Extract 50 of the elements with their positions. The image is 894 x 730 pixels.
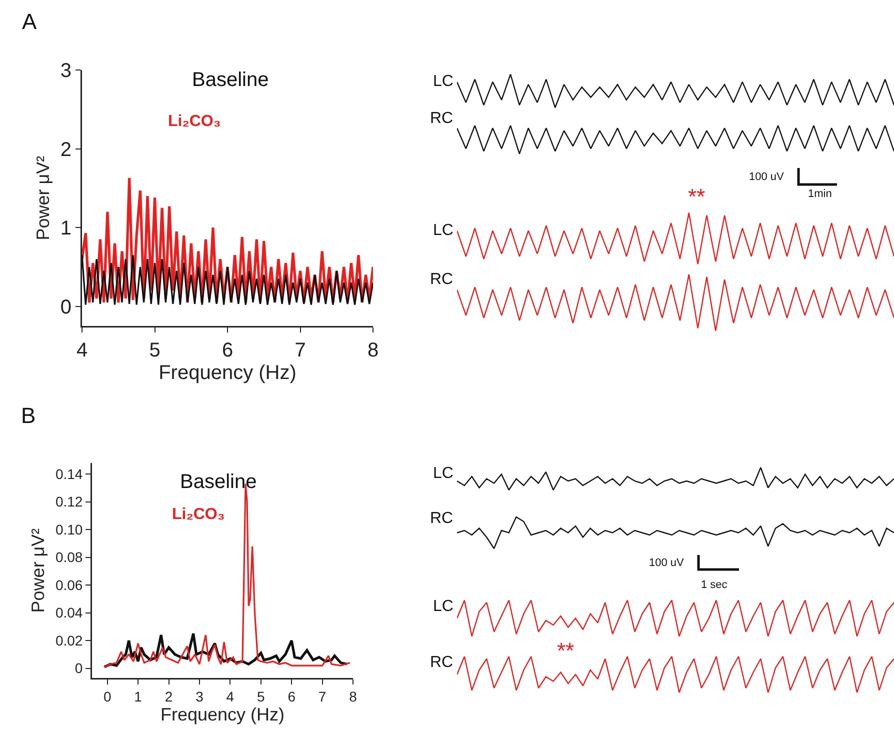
y-tick-label: 0.06 (55, 576, 83, 593)
y-tick-label: 0.12 (55, 494, 83, 510)
x-tick-label: 7 (294, 340, 306, 362)
x-tick-label: 1 (134, 688, 142, 704)
series-label: LC (433, 73, 454, 90)
annotation: ** (688, 184, 706, 209)
annotation: 1min (808, 188, 832, 200)
x-tick-label: 8 (367, 340, 379, 362)
x-tick-label: 6 (288, 688, 296, 704)
text: A (22, 9, 37, 34)
y-tick-label: 3 (60, 60, 72, 82)
y-axis-title: Power μV² (32, 156, 53, 240)
y-tick-label: 0 (74, 660, 83, 676)
y-tick-label: 0.14 (55, 466, 83, 482)
text: Li₂CO₃ (168, 113, 221, 130)
annotation: ** (557, 638, 575, 663)
x-tick-label: 4 (226, 688, 234, 704)
text: B (21, 403, 36, 428)
y-tick-label: 2 (60, 138, 72, 161)
x-tick-label: 4 (76, 340, 88, 362)
y-tick-label: 0.10 (55, 521, 83, 538)
series-label: RC (430, 654, 454, 671)
series-label: LC (433, 222, 454, 239)
annotation: 1 sec (701, 579, 728, 591)
x-tick-label: 6 (222, 340, 234, 362)
x-tick-label: 5 (256, 688, 265, 704)
x-axis-title: Frequency (Hz) (160, 704, 285, 724)
series-label: RC (430, 271, 454, 288)
x-tick-label: 3 (196, 688, 204, 704)
y-tick-label: 0 (60, 296, 72, 318)
series-label: Li₂CO₃ (172, 506, 225, 523)
x-axis-title: Frequency (Hz) (158, 362, 296, 384)
y-tick-label: 0.02 (55, 632, 83, 648)
y-axis-title: Power μV² (28, 528, 48, 613)
y-tick-label: 0.04 (55, 604, 83, 621)
x-tick-label: 5 (149, 340, 160, 362)
series-label: LC (433, 465, 454, 482)
x-tick-label: 8 (349, 688, 358, 704)
annotation: 100 uV (749, 171, 785, 183)
x-tick-label: 0 (103, 688, 112, 704)
series-label: LC (433, 598, 454, 615)
series-label: RC (430, 510, 454, 527)
x-tick-label: 7 (318, 688, 326, 704)
annotation: 100 uV (649, 557, 685, 569)
series-label: RC (430, 110, 454, 127)
y-tick-label: 0.08 (55, 549, 83, 566)
text: Baseline (180, 471, 257, 493)
text: Baseline (192, 69, 269, 91)
x-tick-label: 2 (164, 688, 173, 704)
y-tick-label: 1 (60, 218, 72, 240)
